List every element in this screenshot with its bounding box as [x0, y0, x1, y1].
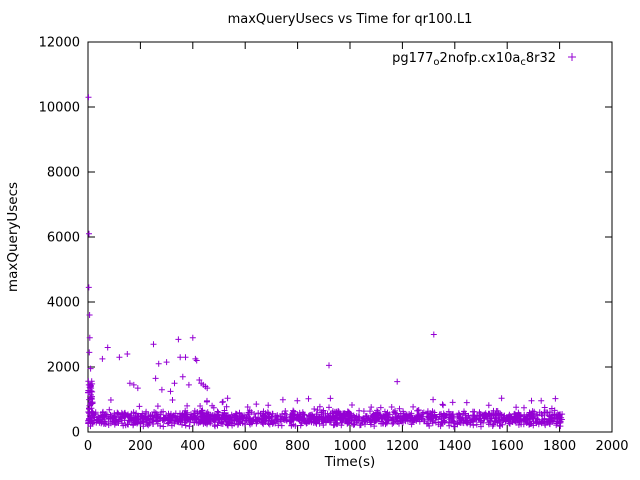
x-tick-label: 1800	[543, 439, 576, 454]
x-tick-label: 1200	[386, 439, 419, 454]
y-tick-label: 4000	[47, 296, 80, 311]
x-tick-label: 1000	[333, 439, 366, 454]
x-tick-label: 600	[233, 439, 258, 454]
x-tick-label: 1400	[438, 439, 471, 454]
legend-label: pg177o2nofp.cx10ac8r32	[392, 51, 556, 68]
x-tick-label: 800	[285, 439, 310, 454]
x-axis-label: Time(s)	[324, 454, 376, 470]
x-tick-label: 400	[180, 439, 205, 454]
data-points-pg177_o2nofp.cx10a_c8r32	[85, 94, 566, 430]
x-tick-label: 0	[84, 439, 92, 454]
y-tick-label: 2000	[47, 361, 80, 376]
x-tick-label: 2000	[595, 439, 628, 454]
y-tick-label: 12000	[39, 36, 80, 51]
plot-border	[87, 41, 613, 433]
x-tick-label: 1600	[491, 439, 524, 454]
y-axis-label: maxQueryUsecs	[5, 182, 21, 292]
legend-marker	[568, 53, 576, 61]
y-tick-label: 0	[72, 426, 80, 441]
x-tick-label: 200	[128, 439, 153, 454]
chart-title: maxQueryUsecs vs Time for qr100.L1	[228, 12, 473, 27]
y-tick-label: 8000	[47, 166, 80, 181]
y-tick-label: 6000	[47, 231, 80, 246]
y-tick-label: 10000	[39, 101, 80, 116]
